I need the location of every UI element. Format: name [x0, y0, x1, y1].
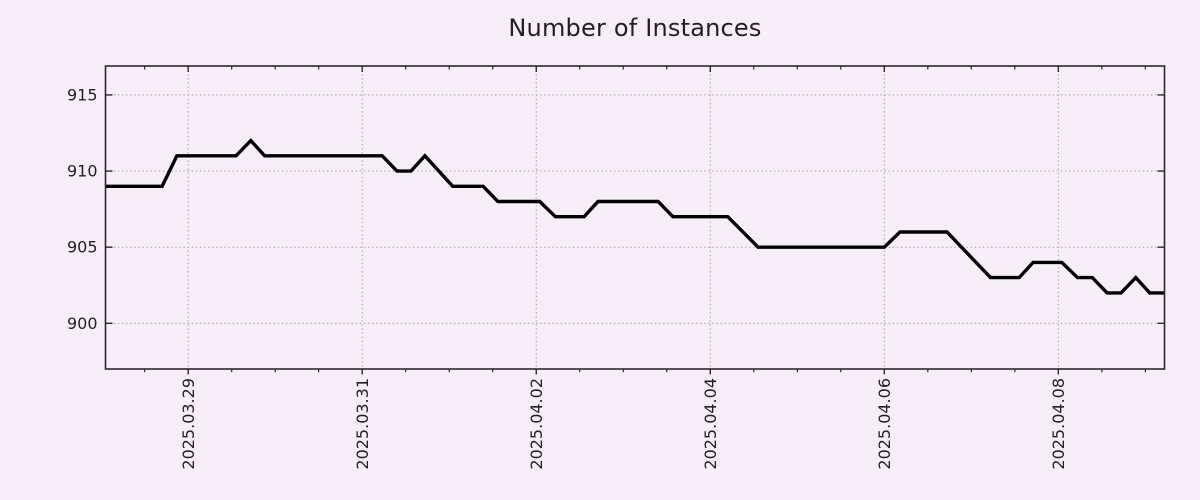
- x-tick-label: 2025.04.02: [527, 378, 546, 470]
- x-tick-label: 2025.03.29: [179, 378, 198, 470]
- x-tick-label: 2025.03.31: [353, 378, 372, 470]
- chart-title: Number of Instances: [508, 14, 762, 42]
- x-tick-label: 2025.04.06: [875, 378, 894, 470]
- x-tick-label: 2025.04.08: [1049, 378, 1068, 470]
- series-line-instances: [105, 138, 1165, 295]
- y-tick-label: 910: [67, 162, 98, 181]
- y-tick-label: 900: [67, 314, 98, 333]
- plot-border: [104, 65, 1166, 370]
- y-tick-label: 905: [67, 238, 98, 257]
- y-tick-label: 915: [67, 85, 98, 104]
- x-tick-label: 2025.04.04: [701, 378, 720, 470]
